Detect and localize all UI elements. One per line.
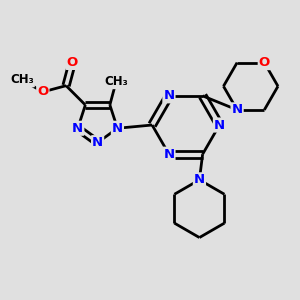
Text: O: O bbox=[37, 85, 49, 98]
Text: O: O bbox=[259, 56, 270, 69]
Text: N: N bbox=[92, 136, 103, 149]
Text: N: N bbox=[72, 122, 83, 135]
Text: N: N bbox=[194, 173, 205, 186]
Text: N: N bbox=[112, 122, 123, 135]
Text: CH₃: CH₃ bbox=[104, 75, 128, 88]
Text: N: N bbox=[164, 148, 175, 161]
Text: N: N bbox=[164, 89, 175, 102]
Text: O: O bbox=[67, 56, 78, 69]
Text: CH₃: CH₃ bbox=[10, 74, 34, 86]
Text: N: N bbox=[232, 103, 243, 116]
Text: N: N bbox=[214, 118, 225, 131]
